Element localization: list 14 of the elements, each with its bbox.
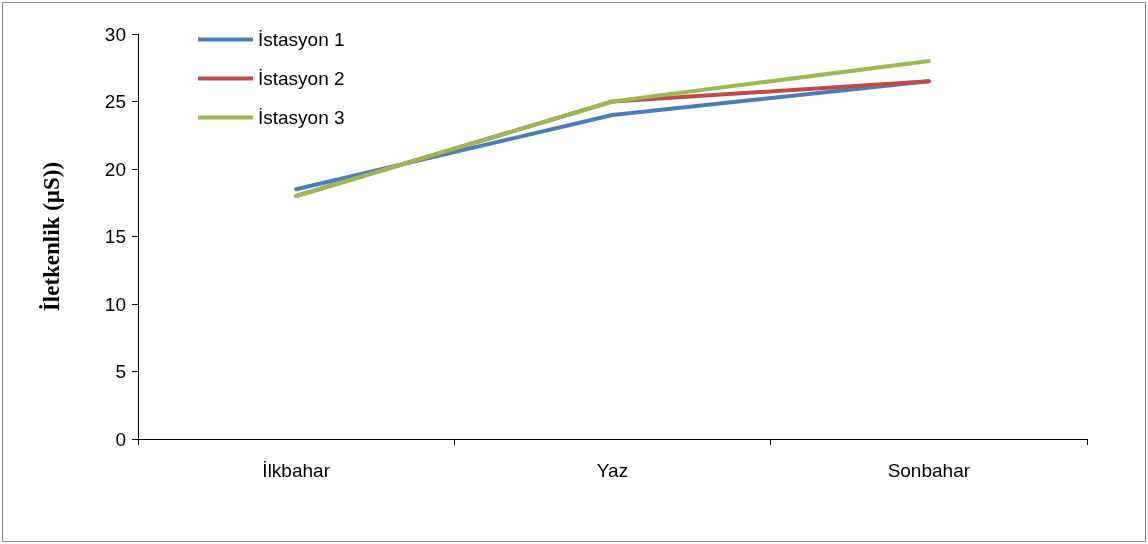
- y-tick-label: 5: [115, 361, 126, 382]
- y-tick-label: 30: [104, 23, 126, 45]
- legend-label: İstasyon 1: [258, 29, 345, 50]
- x-tick-label: Yaz: [596, 460, 629, 481]
- legend-label: İstasyon 3: [258, 107, 345, 128]
- x-tick-label: Sonbahar: [887, 460, 971, 481]
- y-tick-label: 0: [115, 428, 126, 450]
- y-tick-label: 20: [104, 158, 126, 180]
- y-tick-label: 10: [104, 293, 126, 315]
- y-tick-label: 15: [104, 226, 126, 247]
- legend-label: İstasyon 2: [258, 68, 345, 89]
- x-tick-label: İlkbahar: [262, 460, 331, 481]
- y-tick-label: 25: [104, 91, 126, 112]
- y-axis-title: İletkenlik (µS)): [39, 161, 64, 312]
